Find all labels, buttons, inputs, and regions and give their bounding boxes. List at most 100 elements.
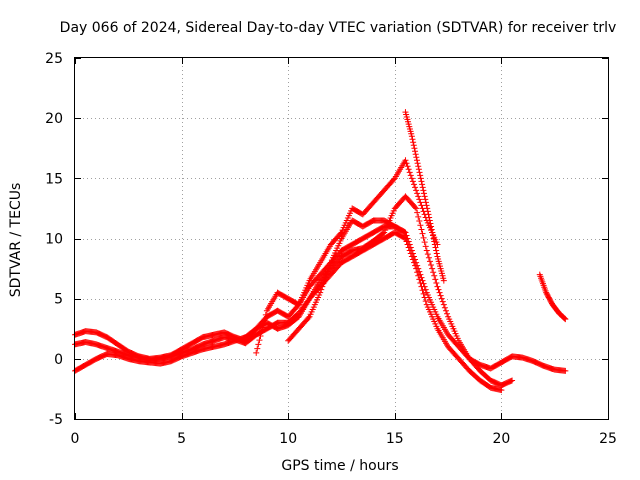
data-point-interp [324,268,331,275]
data-point [498,387,505,394]
data-point-interp [433,280,440,287]
data-point-interp [426,258,433,265]
data-point [402,157,409,164]
data-point-interp [424,208,431,215]
series-track-3 [72,229,505,394]
data-point [562,367,569,374]
data-point-interp [407,172,414,179]
data-point [423,247,430,254]
data-point-interp [412,204,419,211]
data-point [440,277,447,284]
data-point-interp [414,160,421,167]
data-point-interp [319,283,326,290]
data-point-interp [412,151,419,158]
data-point-interp [440,301,447,308]
y-tick-label: 0 [54,352,63,368]
data-point-interp [325,265,332,272]
data-point [402,229,409,236]
y-tick-label: 10 [45,232,63,248]
data-point-interp [424,205,431,212]
data-point-interp [420,280,427,287]
data-point [415,163,422,170]
data-point-interp [406,247,413,254]
data-point-interp [409,136,416,143]
x-tick-label: 10 [279,431,297,447]
data-point [434,283,441,290]
data-point-interp [380,230,387,237]
data-point-interp [408,253,415,260]
data-point-interp [416,218,423,225]
data-point-interp [414,209,421,216]
data-point-interp [422,199,429,206]
grid [75,58,608,419]
x-tick-label: 0 [71,431,80,447]
x-axis-label: GPS time / hours [281,458,398,474]
data-point-interp [422,196,429,203]
data-point-interp [421,239,428,246]
data-point-interp [415,272,422,279]
data-point-interp [404,163,411,170]
data-point-interp [419,230,426,237]
data-point-interp [411,145,418,152]
data-point-interp [254,345,261,352]
data-point-interp [441,304,448,311]
data-point-interp [421,190,428,197]
series-track-7 [536,271,569,323]
data-point-interp [428,226,435,233]
data-point-interp [415,213,422,220]
x-tick-label: 15 [386,431,404,447]
data-point-interp [417,172,424,179]
data-point [428,223,435,230]
y-axis-label: SDTVAR / TECUs [8,183,24,298]
data-point-interp [428,261,435,268]
data-point-interp [417,222,424,229]
x-tick-label: 5 [177,431,186,447]
data-point-interp [561,315,568,322]
y-tick-label: 20 [45,111,63,127]
data-point-interp [413,154,420,161]
data-point-interp [433,247,440,254]
series-track-6 [285,217,409,344]
data-point-interp [435,286,442,293]
data-point-interp [421,294,428,301]
data-point-interp [409,178,416,185]
data-point-interp [442,307,449,314]
data-point-interp [403,238,410,245]
data-point-interp [320,280,327,287]
data-point-interp [420,290,427,297]
series-track-5 [402,109,447,284]
data-point-interp [390,176,397,183]
x-tick-label: 20 [492,431,510,447]
data-point-interp [417,199,424,206]
data-point-interp [438,295,445,302]
data-point [413,187,420,194]
data-point-interp [403,160,410,167]
data-point-interp [426,217,433,224]
data-point-interp [414,190,421,197]
data-point-interp [420,187,427,194]
data-point-interp [404,241,411,248]
data-point-interp [256,337,263,344]
data-point-interp [415,193,422,200]
x-tick-labels: 0 5 10 15 20 25 [71,431,617,447]
data-point-interp [422,298,429,305]
data-point [421,193,428,200]
data-point-interp [412,148,419,155]
data-point-interp [415,166,422,173]
data-point-interp [401,234,408,241]
data-point-interp [257,332,264,339]
data-point-interp [255,341,262,348]
data-point-interp [410,259,417,266]
data-point-interp [262,311,269,318]
data-point-interp [429,265,436,272]
series-track-4 [253,157,441,356]
data-point-interp [413,157,420,164]
data-point [408,133,415,140]
data-point-interp [410,139,417,146]
data-point-interp [412,184,419,191]
y-tick-label: -5 [49,412,63,428]
data-point-interp [427,220,434,227]
data-point-interp [418,226,425,233]
data-point-interp [259,324,266,331]
